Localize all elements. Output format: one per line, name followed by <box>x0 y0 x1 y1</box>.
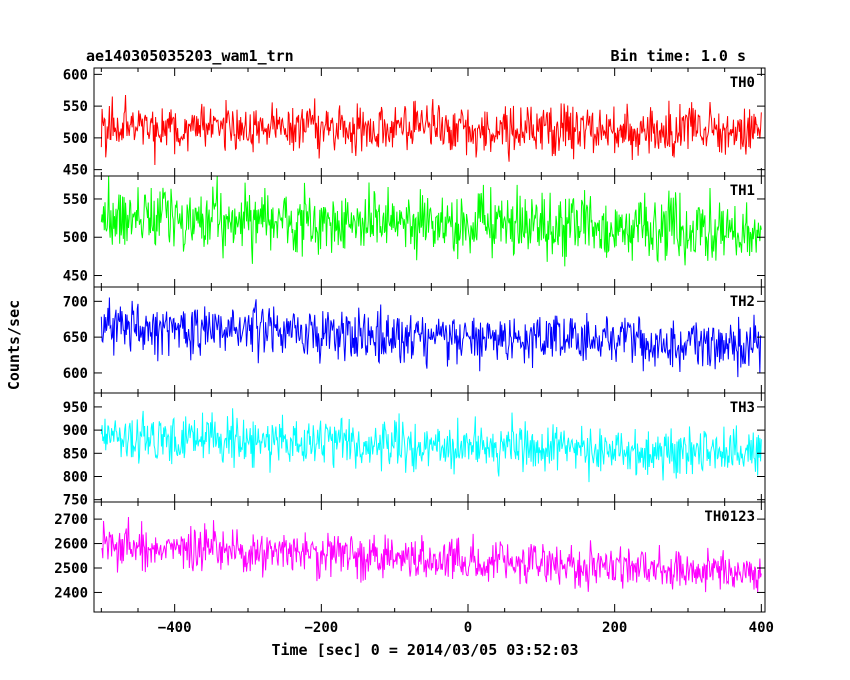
y-tick-label: 2500 <box>54 561 88 577</box>
y-tick-label: 600 <box>63 67 88 83</box>
x-tick-label: 0 <box>464 620 472 636</box>
series-line-th2 <box>100 297 762 378</box>
y-tick-label: 2700 <box>54 512 88 528</box>
y-tick-label: 950 <box>63 400 88 416</box>
x-axis-label: Time [sec] 0 = 2014/03/05 03:52:03 <box>271 641 578 659</box>
y-tick-label: 2600 <box>54 537 88 553</box>
panel-th0: 450 500 550 600 TH0 <box>63 67 766 179</box>
panel-th1: 450 500 550 TH1 <box>63 175 766 288</box>
y-tick-label: 900 <box>63 423 88 439</box>
y-tick-label: 800 <box>63 469 88 485</box>
y-tick-label: 2400 <box>54 585 88 601</box>
panel-label-th0: TH0 <box>730 75 755 91</box>
x-tick-label: 400 <box>749 620 774 636</box>
chart-panels: 450 500 550 600 TH0 450 500 550 TH1 600 650 700 TH2 7… <box>54 67 774 636</box>
panel-th2: 600 650 700 TH2 <box>63 286 766 394</box>
y-tick-label: 450 <box>63 269 88 285</box>
series-line-th1 <box>100 176 762 267</box>
panel-frame <box>93 501 766 613</box>
panel-label-th2: TH2 <box>730 294 755 310</box>
y-tick-label: 550 <box>63 192 88 208</box>
panel-label-th0123: TH0123 <box>704 509 755 525</box>
series-line-th3 <box>100 408 762 483</box>
x-tick-label: −200 <box>304 620 338 636</box>
panel-label-th1: TH1 <box>730 183 755 199</box>
panel-th0123: 2400 2500 2600 2700 TH0123 <box>54 501 766 613</box>
y-tick-label: 500 <box>63 131 88 147</box>
y-axis-label: Counts/sec <box>5 300 23 390</box>
y-tick-label: 650 <box>63 330 88 346</box>
y-tick-label: 750 <box>63 493 88 509</box>
y-tick-label: 600 <box>63 366 88 382</box>
panel-th3: 750 800 850 900 950 TH3 <box>63 392 766 509</box>
series-line-th0 <box>100 94 762 165</box>
chart-title: ae140305035203_wam1_trn <box>86 47 294 65</box>
series-line-th0123 <box>101 517 762 593</box>
y-tick-label: 550 <box>63 99 88 115</box>
bin-time-label: Bin time: 1.0 s <box>611 47 746 65</box>
y-tick-label: 500 <box>63 230 88 246</box>
x-tick-label: −400 <box>158 620 192 636</box>
panel-label-th3: TH3 <box>730 400 755 416</box>
x-tick-label: 200 <box>602 620 627 636</box>
y-tick-label: 450 <box>63 163 88 179</box>
y-tick-label: 700 <box>63 294 88 310</box>
y-tick-label: 850 <box>63 446 88 462</box>
